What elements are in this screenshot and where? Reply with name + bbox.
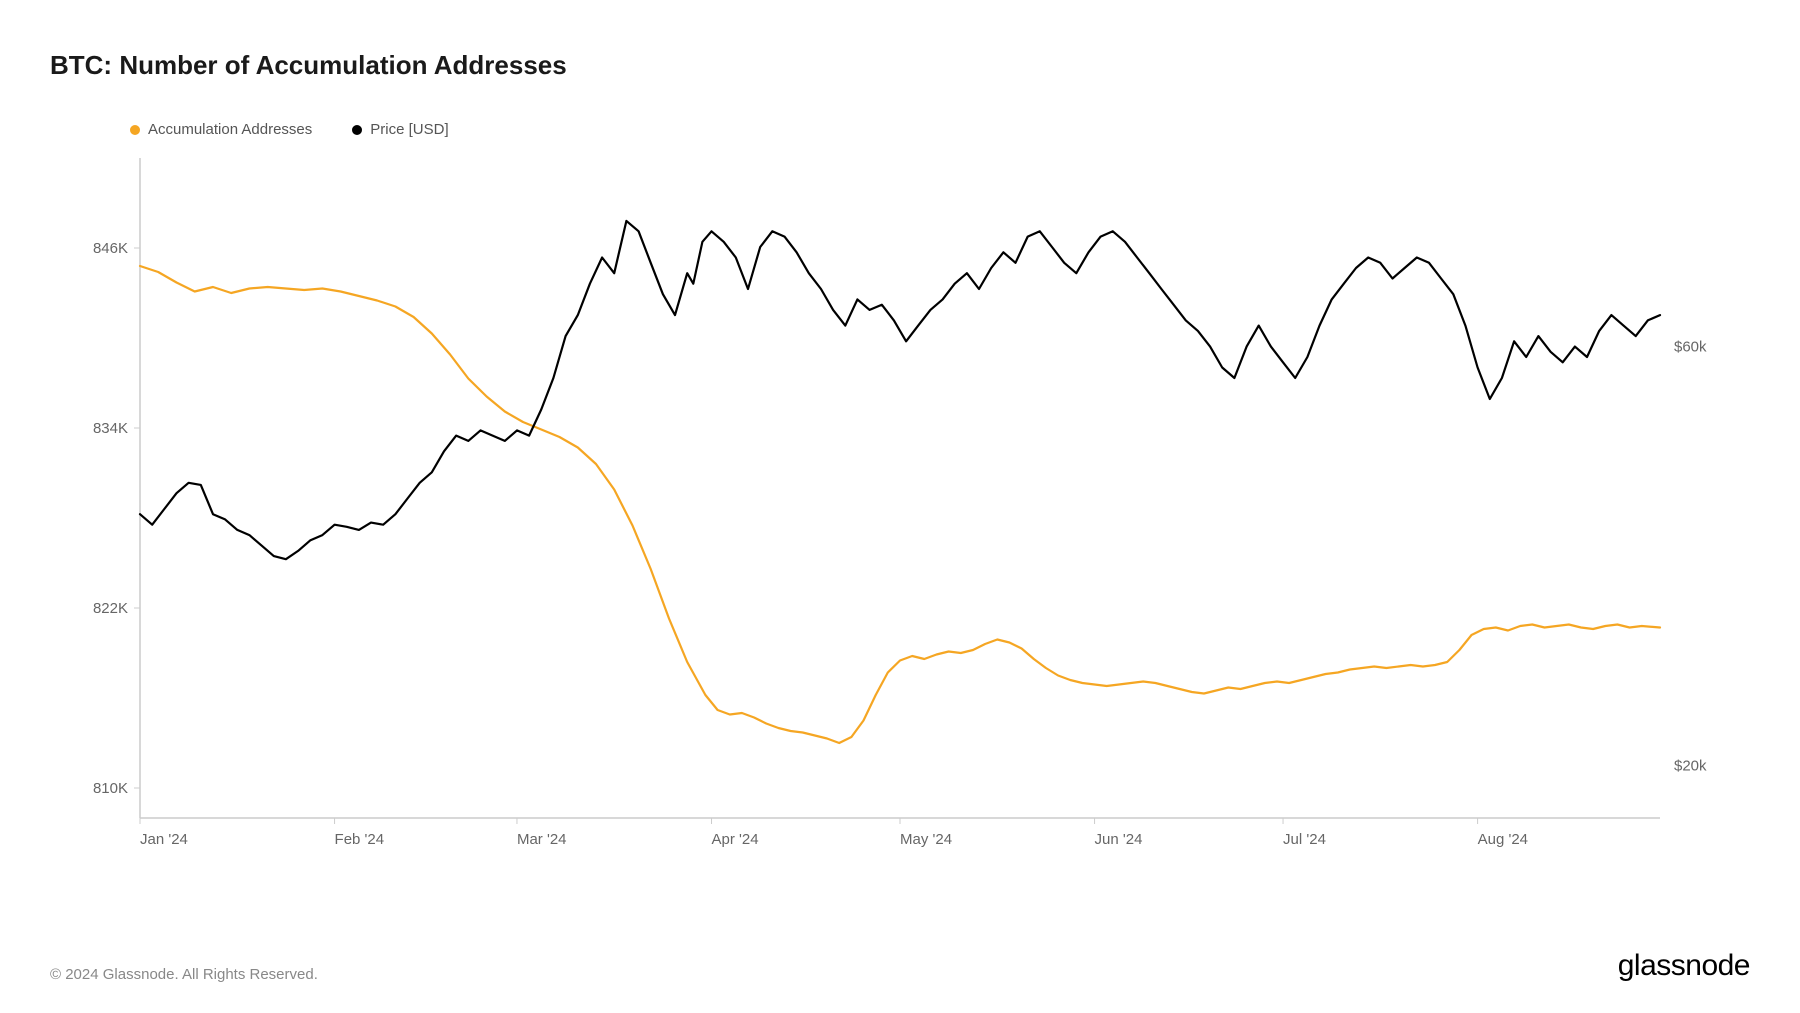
legend-item-price: Price [USD] — [352, 121, 448, 138]
svg-text:$60k: $60k — [1674, 339, 1707, 356]
svg-text:846K: 846K — [93, 240, 128, 257]
chart-svg: 810K 822K 834K 846K $20k $60k Jan '24 Feb '24 Ma… — [50, 148, 1750, 868]
legend-dot-accumulation — [130, 125, 140, 135]
legend-item-accumulation: Accumulation Addresses — [130, 121, 312, 138]
svg-text:834K: 834K — [93, 420, 128, 437]
chart-area: 810K 822K 834K 846K $20k $60k Jan '24 Feb '24 Ma… — [50, 148, 1750, 919]
svg-text:822K: 822K — [93, 600, 128, 617]
legend-label-price: Price [USD] — [370, 121, 448, 138]
svg-text:Jun '24: Jun '24 — [1095, 831, 1143, 848]
copyright-text: © 2024 Glassnode. All Rights Reserved. — [50, 966, 318, 983]
chart-title: BTC: Number of Accumulation Addresses — [50, 50, 1750, 81]
svg-text:May '24: May '24 — [900, 831, 952, 848]
brand-logo: glassnode — [1618, 949, 1750, 983]
legend-label-accumulation: Accumulation Addresses — [148, 121, 312, 138]
svg-text:Mar '24: Mar '24 — [517, 831, 567, 848]
svg-text:Feb '24: Feb '24 — [335, 831, 385, 848]
svg-text:Jan '24: Jan '24 — [140, 831, 188, 848]
svg-text:Apr '24: Apr '24 — [712, 831, 759, 848]
legend: Accumulation Addresses Price [USD] — [130, 121, 1750, 138]
svg-text:Jul '24: Jul '24 — [1283, 831, 1326, 848]
svg-text:Aug '24: Aug '24 — [1478, 831, 1528, 848]
svg-text:810K: 810K — [93, 780, 128, 797]
legend-dot-price — [352, 125, 362, 135]
svg-text:$20k: $20k — [1674, 758, 1707, 775]
